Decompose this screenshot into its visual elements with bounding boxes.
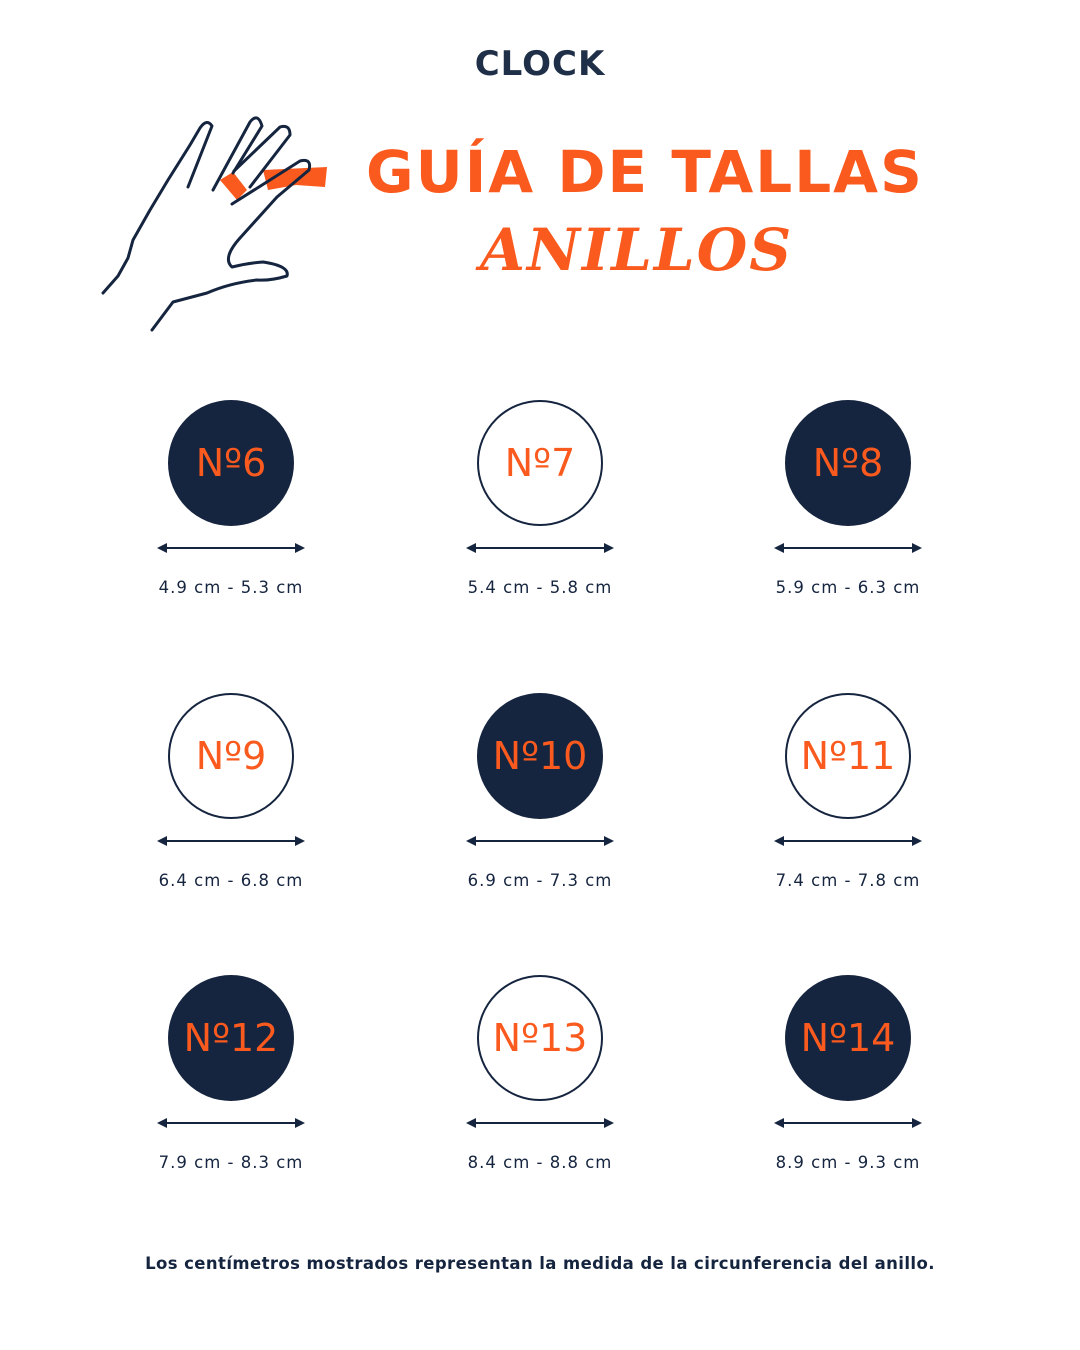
ring-size-range: 7.9 cm - 8.3 cm [158,1153,304,1172]
ring-size-item: Nº7 5.4 cm - 5.8 cm [430,400,650,597]
ring-size-range: 6.9 cm - 7.3 cm [467,871,613,890]
ring-size-circle: Nº13 [477,975,603,1101]
ring-size-label: Nº10 [492,734,588,778]
hand-with-ring-icon [101,116,327,332]
ring-size-item: Nº6 4.9 cm - 5.3 cm [121,400,341,597]
double-arrow-icon [466,836,614,846]
ring-size-range: 5.9 cm - 6.3 cm [775,578,921,597]
ring-size-label: Nº7 [504,441,576,485]
ring-size-circle: Nº9 [168,693,294,819]
ring-size-range: 7.4 cm - 7.8 cm [775,871,921,890]
ring-size-circle: Nº7 [477,400,603,526]
ring-size-label: Nº14 [800,1016,896,1060]
ring-size-item: Nº10 6.9 cm - 7.3 cm [430,693,650,890]
ring-size-item: Nº13 8.4 cm - 8.8 cm [430,975,650,1172]
ring-size-label: Nº9 [195,734,267,778]
ring-size-range: 8.9 cm - 9.3 cm [775,1153,921,1172]
ring-size-label: Nº8 [812,441,884,485]
double-arrow-icon [774,543,922,553]
ring-size-circle: Nº8 [785,400,911,526]
ring-size-label: Nº12 [183,1016,279,1060]
ring-size-range: 4.9 cm - 5.3 cm [158,578,304,597]
ring-size-range: 6.4 cm - 6.8 cm [158,871,304,890]
ring-size-item: Nº11 7.4 cm - 7.8 cm [738,693,958,890]
double-arrow-icon [774,836,922,846]
ring-size-range: 8.4 cm - 8.8 cm [467,1153,613,1172]
double-arrow-icon [466,1118,614,1128]
double-arrow-icon [466,543,614,553]
ring-size-circle: Nº6 [168,400,294,526]
ring-size-item: Nº8 5.9 cm - 6.3 cm [738,400,958,597]
double-arrow-icon [157,1118,305,1128]
ring-size-circle: Nº12 [168,975,294,1101]
double-arrow-icon [774,1118,922,1128]
footer-note: Los centímetros mostrados representan la… [145,1254,935,1273]
ring-size-item: Nº9 6.4 cm - 6.8 cm [121,693,341,890]
page-subtitle: ANILLOS [480,216,794,284]
ring-size-circle: Nº11 [785,693,911,819]
ring-size-circle: Nº10 [477,693,603,819]
double-arrow-icon [157,543,305,553]
double-arrow-icon [157,836,305,846]
ring-size-item: Nº14 8.9 cm - 9.3 cm [738,975,958,1172]
ring-size-circle: Nº14 [785,975,911,1101]
brand-logo: CLOCK [474,44,606,84]
ring-size-label: Nº6 [195,441,267,485]
ring-size-range: 5.4 cm - 5.8 cm [467,578,613,597]
ring-size-label: Nº11 [800,734,896,778]
page-title: GUÍA DE TALLAS [366,138,924,206]
ring-size-label: Nº13 [492,1016,588,1060]
ring-size-item: Nº12 7.9 cm - 8.3 cm [121,975,341,1172]
